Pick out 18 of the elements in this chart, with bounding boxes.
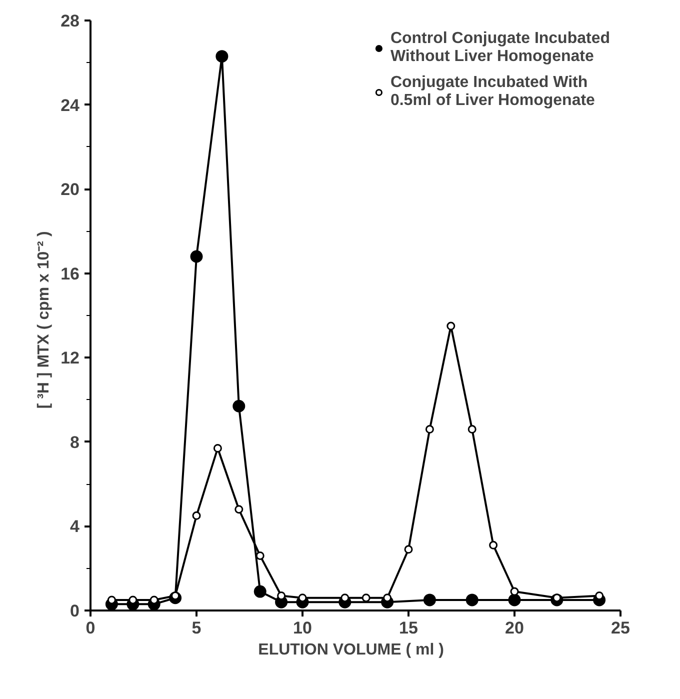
y-axis-title: [ ³H ] MTX ( cpm x 10⁻² ) <box>36 231 53 409</box>
y-tick-label: 20 <box>60 180 80 200</box>
y-tick-label: 24 <box>60 96 80 115</box>
x-tick-label: 15 <box>399 618 418 638</box>
x-tick-label: 5 <box>192 618 202 638</box>
x-tick-label: 20 <box>505 618 524 638</box>
y-tick-label: 16 <box>60 264 80 284</box>
legend-label: Control Conjugate Incubated Without Liver Homogenate <box>390 30 610 66</box>
y-tick-label: 8 <box>70 432 80 452</box>
x-tick-label: 0 <box>86 618 96 638</box>
legend-label: Conjugate Incubated With 0.5ml of Liver Homogenate <box>390 74 595 110</box>
y-tick-label: 0 <box>70 602 80 620</box>
y-tick-label: 4 <box>70 517 80 536</box>
y-tick-label: 12 <box>60 348 80 368</box>
x-axis-title: ELUTION VOLUME ( ml ) <box>258 642 444 658</box>
x-tick-label: 10 <box>293 618 312 638</box>
x-tick-label: 25 <box>611 618 630 638</box>
y-tick-label: 28 <box>60 12 80 30</box>
